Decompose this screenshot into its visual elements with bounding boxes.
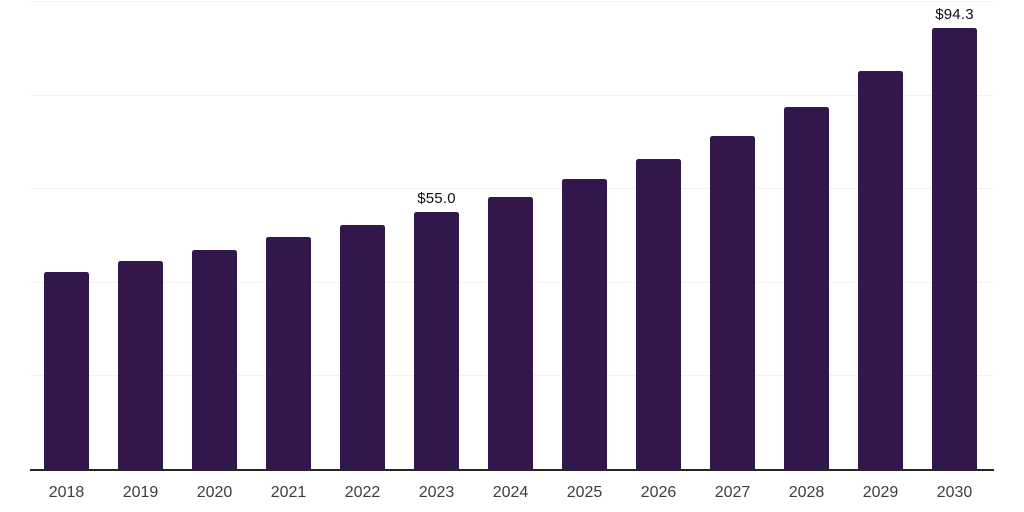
bar-2023 bbox=[414, 211, 459, 469]
x-tick-label-2029: 2029 bbox=[862, 484, 899, 501]
gridline-80 bbox=[30, 94, 994, 96]
x-tick-label-2020: 2020 bbox=[196, 484, 233, 501]
x-tick-label-2023: 2023 bbox=[418, 484, 455, 501]
bar-2029 bbox=[858, 71, 903, 469]
x-tick-label-2027: 2027 bbox=[714, 484, 751, 501]
plot-area: $55.0 $94.3 bbox=[30, 1, 994, 469]
bar-2026 bbox=[636, 158, 681, 469]
x-tick-label-2025: 2025 bbox=[566, 484, 603, 501]
x-tick-label-2019: 2019 bbox=[122, 484, 159, 501]
x-tick-label-2018: 2018 bbox=[48, 484, 85, 501]
gridline-100 bbox=[30, 1, 994, 2]
x-tick-label-2030: 2030 bbox=[936, 484, 973, 501]
x-axis-line bbox=[30, 469, 994, 471]
gridline-60 bbox=[30, 188, 994, 190]
bar-2027 bbox=[710, 135, 755, 469]
bar-2018 bbox=[44, 272, 89, 469]
x-tick-label-2022: 2022 bbox=[344, 484, 381, 501]
bar-2024 bbox=[488, 196, 533, 469]
x-tick-label-2024: 2024 bbox=[492, 484, 529, 501]
bar-2025 bbox=[562, 179, 607, 469]
bar-2019 bbox=[118, 260, 163, 469]
bar-2030 bbox=[932, 27, 977, 469]
bar-2022 bbox=[340, 224, 385, 469]
data-label-2023: $55.0 bbox=[417, 189, 456, 207]
data-label-2030: $94.3 bbox=[935, 5, 974, 23]
x-tick-label-2028: 2028 bbox=[788, 484, 825, 501]
x-tick-label-2021: 2021 bbox=[270, 484, 307, 501]
bar-2028 bbox=[784, 106, 829, 469]
bar-2021 bbox=[266, 237, 311, 469]
bar-2020 bbox=[192, 249, 237, 469]
x-tick-label-2026: 2026 bbox=[640, 484, 677, 501]
